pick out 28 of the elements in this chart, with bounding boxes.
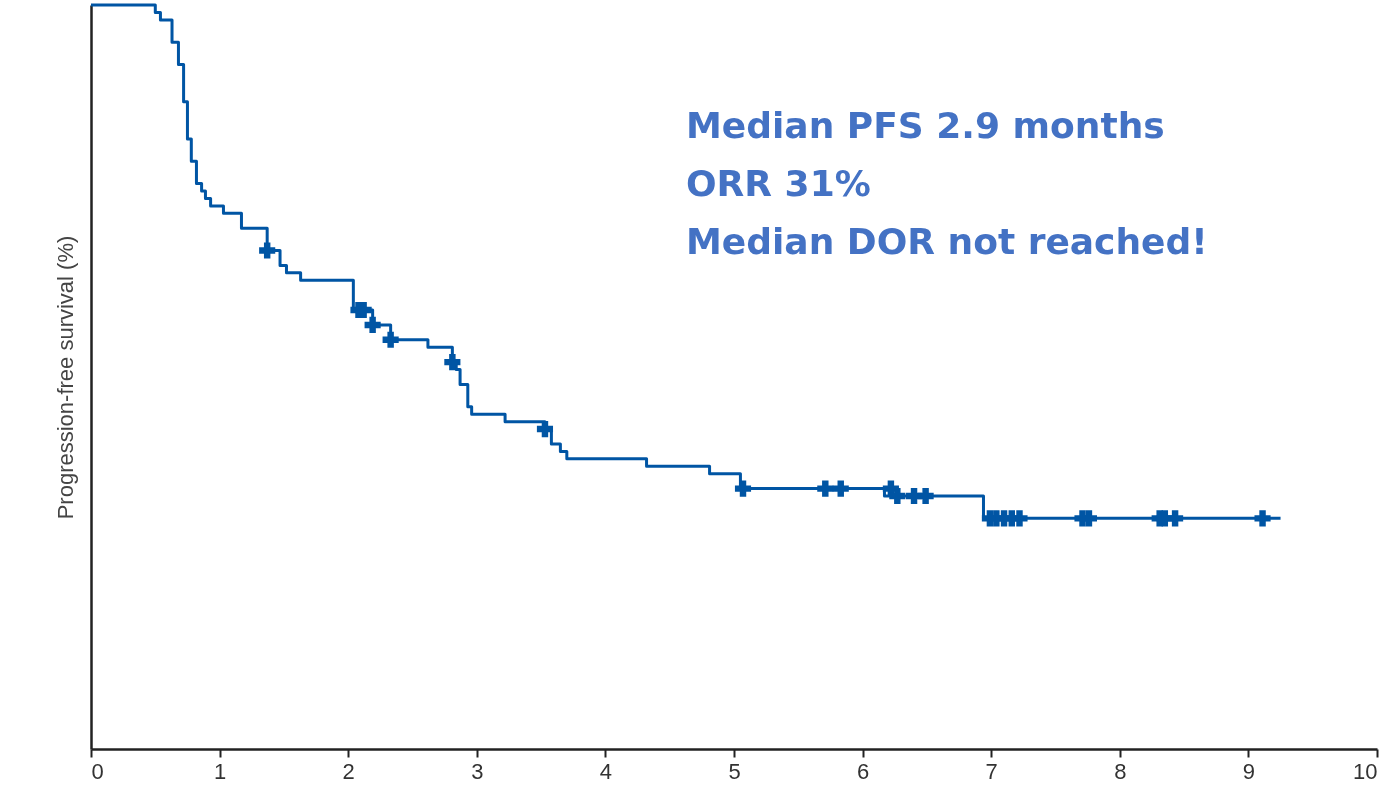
point: [536, 421, 554, 438]
point: [259, 242, 276, 259]
point: [734, 480, 752, 497]
point: [889, 487, 906, 505]
point: [1254, 510, 1271, 527]
annotation: ORR 31%: [686, 163, 871, 204]
point: [444, 354, 461, 371]
annotation: Median PFS 2.9 months: [686, 105, 1165, 146]
x-tick-label: 9: [1242, 758, 1256, 784]
point: [917, 487, 934, 505]
point: [817, 480, 834, 497]
x-tick-label: 7: [985, 758, 998, 784]
x-tick-label: 5: [728, 758, 741, 784]
point: [364, 316, 381, 333]
x-tick-label: 10: [1353, 758, 1378, 784]
x-tick-label: 0: [91, 758, 104, 784]
point: [1167, 510, 1184, 527]
y-axis-title: Progression-free survival (%): [52, 235, 78, 520]
point: [832, 480, 849, 497]
x-tick-label: 1: [213, 758, 227, 784]
x-tick-label: 6: [856, 758, 870, 784]
annotation: Median DOR not reached!: [686, 221, 1208, 262]
x-tick-label: 4: [599, 758, 613, 784]
x-tick-label: 2: [342, 758, 355, 784]
x-tick-label: 8: [1114, 758, 1127, 784]
point: [382, 331, 399, 348]
point: [355, 301, 372, 319]
x-tick-label: 3: [471, 758, 484, 784]
